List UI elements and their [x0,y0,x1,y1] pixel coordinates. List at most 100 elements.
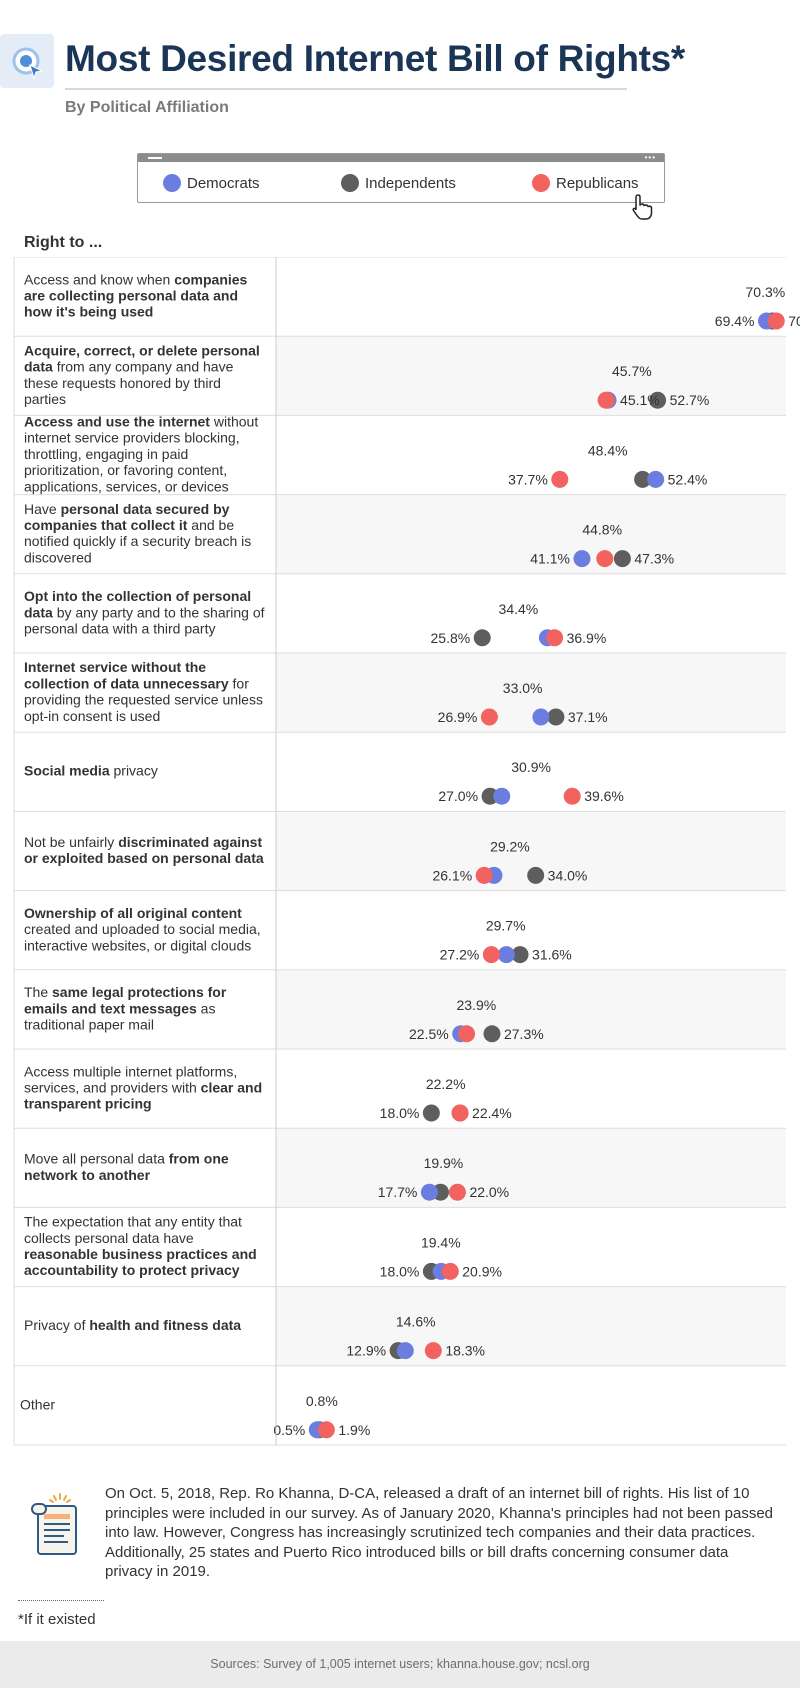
overall-value-label: 30.9% [511,759,551,775]
legend-label-republicans: Republicans [556,174,639,192]
series-value-label: 22.4% [472,1105,512,1121]
footer: Sources: Survey of 1,005 internet users;… [0,1641,800,1688]
overall-value-label: 48.4% [588,442,628,458]
independents-dot [511,946,529,964]
series-value-label: 18.0% [380,1263,420,1279]
overall-value-label: 29.7% [486,918,526,934]
page-title: Most Desired Internet Bill of Rights* [65,38,686,79]
series-value-label: 27.2% [440,947,480,963]
republicans-dot [317,1421,335,1439]
republicans-dot [441,1262,459,1280]
series-value-label: 47.3% [634,551,674,567]
sources-text: Sources: Survey of 1,005 internet users;… [210,1657,590,1671]
rows-heading: Right to ... [24,234,103,251]
series-value-label: 26.9% [438,709,478,725]
row-label: Ownership of all original content created… [24,905,261,953]
row-band [276,969,786,1049]
row-label: Move all personal data from one network t… [24,1151,229,1183]
democrats-dot [396,1342,414,1360]
republicans-dot [451,1104,469,1122]
republicans-dot [597,391,615,409]
series-value-label: 37.7% [508,471,548,487]
series-value-label: 17.7% [378,1184,418,1200]
row-band [276,494,786,574]
series-value-label: 37.1% [568,709,608,725]
legend-item-democrats: Democrats [163,174,260,192]
scroll-document-icon [24,1490,92,1567]
row-label: Access multiple internet platforms, servi… [24,1063,262,1111]
republicans-dot [551,470,569,488]
republicans-dot [475,866,493,884]
series-value-label: 0.5% [273,1422,305,1438]
republicans-dot [482,946,500,964]
row-label: Social media privacy [24,763,158,779]
overall-value-label: 29.2% [490,838,530,854]
series-value-label: 25.8% [431,630,471,646]
independents-dot [634,470,652,488]
row-label: Access and know when companies are collec… [24,271,248,319]
row-label: Not be unfairly discriminated against or … [24,834,264,866]
republicans-dot [767,312,785,330]
republicans-dot [458,1025,476,1043]
democrats-dot [532,708,550,726]
hand-cursor-icon [630,193,656,226]
democrats-swatch [163,174,181,192]
series-value-label: 31.6% [532,947,572,963]
independents-dot [473,629,491,647]
republicans-dot [448,1183,466,1201]
legend-window-bar: ••• [138,154,664,162]
row-label: Opt into the collection of personal data … [24,588,265,636]
series-value-label: 34.0% [548,867,588,883]
series-value-label: 52.7% [670,392,710,408]
legend-item-independents: Independents [341,174,456,192]
row-label: Have personal data secured by companies t… [24,501,251,566]
row-label: Privacy of health and fitness data [24,1317,241,1333]
row-label: Acquire, correct, or delete personal data… [24,342,260,407]
legend-label-independents: Independents [365,174,456,192]
independents-dot [422,1104,440,1122]
democrats-dot [647,470,665,488]
row-label: Other [20,1396,55,1412]
row-band [276,1286,786,1366]
democrats-dot [573,550,591,568]
row-band [276,1128,786,1208]
series-value-label: 22.0% [469,1184,509,1200]
overall-value-label: 33.0% [503,680,543,696]
title-divider [65,88,627,90]
democrats-dot [420,1183,438,1201]
series-value-label: 27.0% [438,788,478,804]
overall-value-label: 19.9% [424,1155,464,1171]
series-value-label: 69.4% [715,313,755,329]
overall-value-label: 19.4% [421,1234,461,1250]
overall-value-label: 45.7% [612,363,652,379]
democrats-dot [497,946,515,964]
footnote: *If it existed [18,1611,96,1628]
series-value-label: 12.9% [346,1343,386,1359]
series-value-label: 20.9% [462,1263,502,1279]
republicans-dot [480,708,498,726]
legend-item-republicans: Republicans [532,174,639,192]
page-subtitle: By Political Affiliation [65,99,229,116]
republicans-dot [596,550,614,568]
independents-dot [613,550,631,568]
overall-value-label: 34.4% [499,601,539,617]
row-label: Internet service without the collection o… [24,659,263,724]
independents-dot [483,1025,501,1043]
overall-value-label: 23.9% [456,997,496,1013]
series-value-label: 52.4% [668,471,708,487]
series-value-label: 27.3% [504,1026,544,1042]
series-value-label: 18.0% [380,1105,420,1121]
independents-dot [649,391,667,409]
republicans-dot [546,629,564,647]
overall-value-label: 70.3% [746,284,786,300]
series-value-label: 18.3% [445,1343,485,1359]
overall-value-label: 0.8% [306,1393,338,1409]
republicans-dot [563,787,581,805]
independents-dot [481,787,499,805]
overall-value-label: 44.8% [582,522,622,538]
legend: ••• Democrats Independents Republicans [137,153,665,203]
independents-swatch [341,174,359,192]
overall-value-label: 14.6% [396,1314,436,1330]
row-label: The expectation that any entity that coll… [24,1214,257,1279]
row-label: The same legal protections for emails and… [24,984,227,1032]
